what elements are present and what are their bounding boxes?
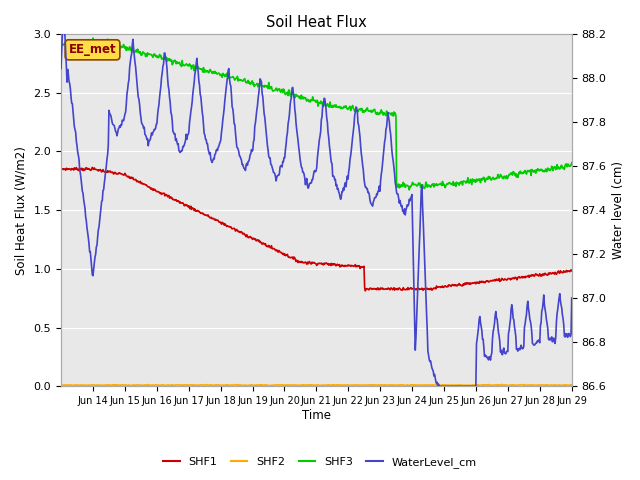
Text: EE_met: EE_met xyxy=(68,43,116,56)
SHF3 xyxy=(256,80,264,85)
SHF1 xyxy=(88,165,96,170)
Line: SHF2: SHF2 xyxy=(61,384,572,386)
WaterLevel_cm xyxy=(434,384,442,389)
SHF3 xyxy=(237,77,244,83)
SHF1 xyxy=(370,286,378,291)
WaterLevel_cm xyxy=(237,156,244,161)
SHF1 xyxy=(212,216,220,222)
WaterLevel_cm xyxy=(212,151,220,156)
SHF1 xyxy=(118,171,125,177)
Legend: SHF1, SHF2, SHF3, WaterLevel_cm: SHF1, SHF2, SHF3, WaterLevel_cm xyxy=(159,452,481,472)
Y-axis label: Soil Heat Flux (W/m2): Soil Heat Flux (W/m2) xyxy=(15,146,28,275)
SHF1 xyxy=(57,165,65,171)
SHF2 xyxy=(211,383,219,388)
SHF3 xyxy=(118,44,125,49)
X-axis label: Time: Time xyxy=(302,409,331,422)
WaterLevel_cm xyxy=(118,122,125,128)
Y-axis label: Water level (cm): Water level (cm) xyxy=(612,161,625,259)
SHF1 xyxy=(568,268,575,274)
SHF2 xyxy=(568,382,575,388)
Line: SHF1: SHF1 xyxy=(61,168,572,291)
SHF3 xyxy=(369,107,377,113)
Line: SHF3: SHF3 xyxy=(61,38,572,190)
SHF2 xyxy=(398,382,406,388)
WaterLevel_cm xyxy=(59,23,67,29)
SHF1 xyxy=(237,229,244,235)
SHF1 xyxy=(362,288,369,294)
WaterLevel_cm xyxy=(568,295,575,301)
WaterLevel_cm xyxy=(369,199,377,204)
Line: WaterLevel_cm: WaterLevel_cm xyxy=(61,26,572,386)
Title: Soil Heat Flux: Soil Heat Flux xyxy=(266,15,367,30)
SHF1 xyxy=(256,240,264,245)
SHF3 xyxy=(57,41,65,47)
WaterLevel_cm xyxy=(398,203,406,208)
SHF3 xyxy=(212,70,220,76)
SHF2 xyxy=(498,382,506,387)
SHF1 xyxy=(399,287,406,293)
SHF2 xyxy=(236,383,244,388)
WaterLevel_cm xyxy=(256,76,264,82)
SHF2 xyxy=(280,383,288,389)
SHF3 xyxy=(568,160,575,166)
SHF2 xyxy=(57,383,65,388)
WaterLevel_cm xyxy=(57,66,65,72)
SHF2 xyxy=(369,383,377,388)
SHF2 xyxy=(255,382,263,388)
SHF3 xyxy=(89,35,97,41)
SHF2 xyxy=(117,382,125,388)
SHF3 xyxy=(398,182,406,188)
SHF3 xyxy=(405,187,413,193)
